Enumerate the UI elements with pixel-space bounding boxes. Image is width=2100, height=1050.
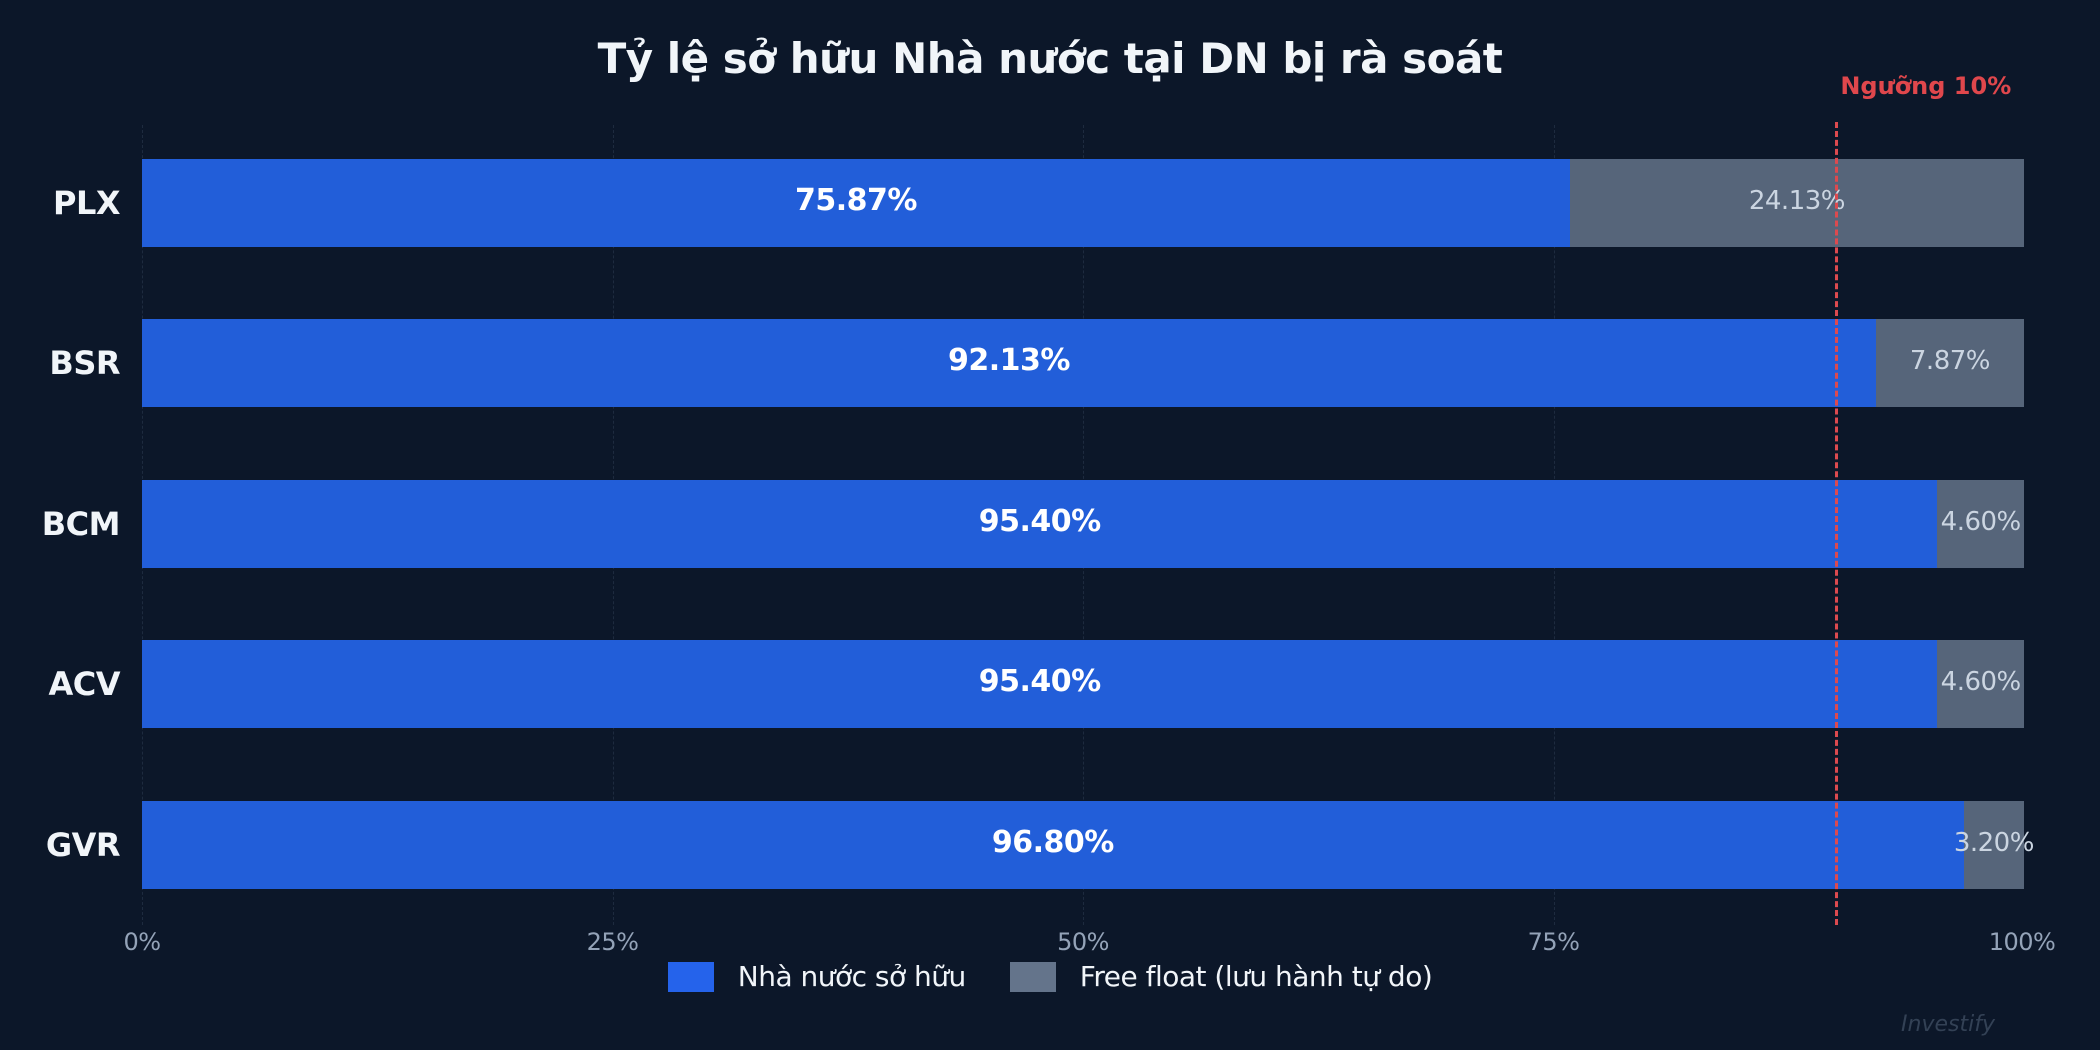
watermark: Investify [1901,1012,1995,1037]
bar-value-free-float: 7.87% [1909,346,1991,376]
legend-label-state: Nhà nước sở hữu [737,960,967,993]
x-tick-label: 0% [123,928,161,956]
category-label: GVR [45,826,121,864]
bar-value-free-float: 4.60% [1940,667,2022,697]
legend-label-free-float: Free float (lưu hành tự do) [1079,960,1433,993]
x-tick-label: 75% [1527,928,1580,956]
bar-segment-state[interactable] [142,319,1876,407]
category-label: PLX [52,184,121,222]
bar-segment-free-float[interactable] [1569,159,2024,247]
bar-value-state: 75.87% [794,183,917,218]
x-tick-label: 25% [586,928,639,956]
bar-value-state: 95.40% [978,504,1101,539]
legend-item-free-float[interactable]: Free float (lưu hành tự do) [1009,960,1433,993]
bar-value-state: 96.80% [991,825,1114,860]
bar-segment-state[interactable] [142,159,1570,247]
bar-value-state: 92.13% [947,343,1070,378]
threshold-label: Ngưỡng 10% [1840,72,2012,100]
bar-segment-free-float[interactable] [1875,319,2024,407]
bar-segment-state[interactable] [142,640,1938,728]
legend-swatch-free-float [1009,961,1056,992]
bar-value-state: 95.40% [978,664,1101,699]
category-label: BCM [41,505,121,543]
bar-value-free-float: 4.60% [1940,507,2022,537]
bar-segment-free-float[interactable] [1937,640,2024,728]
threshold-line [1834,122,1838,925]
bar-segment-free-float[interactable] [1937,480,2024,568]
x-tick-label: 100% [1988,928,2056,956]
legend-item-state[interactable]: Nhà nước sở hữu [667,960,967,993]
bar-segment-state[interactable] [142,801,1964,889]
x-tick-label: 50% [1057,928,1109,956]
category-label: BSR [49,344,120,382]
bar-segment-state[interactable] [142,480,1938,568]
legend: Nhà nước sở hữu Free float (lưu hành tự … [0,960,2100,993]
category-label: ACV [48,665,120,703]
bar-value-free-float: 3.20% [1953,828,2035,858]
bar-segment-free-float[interactable] [1963,801,2024,889]
legend-swatch-state [667,961,714,992]
chart-title: Tỷ lệ sở hữu Nhà nước tại DN bị rà soát [597,34,1503,83]
bar-value-free-float: 24.13% [1748,186,1846,216]
